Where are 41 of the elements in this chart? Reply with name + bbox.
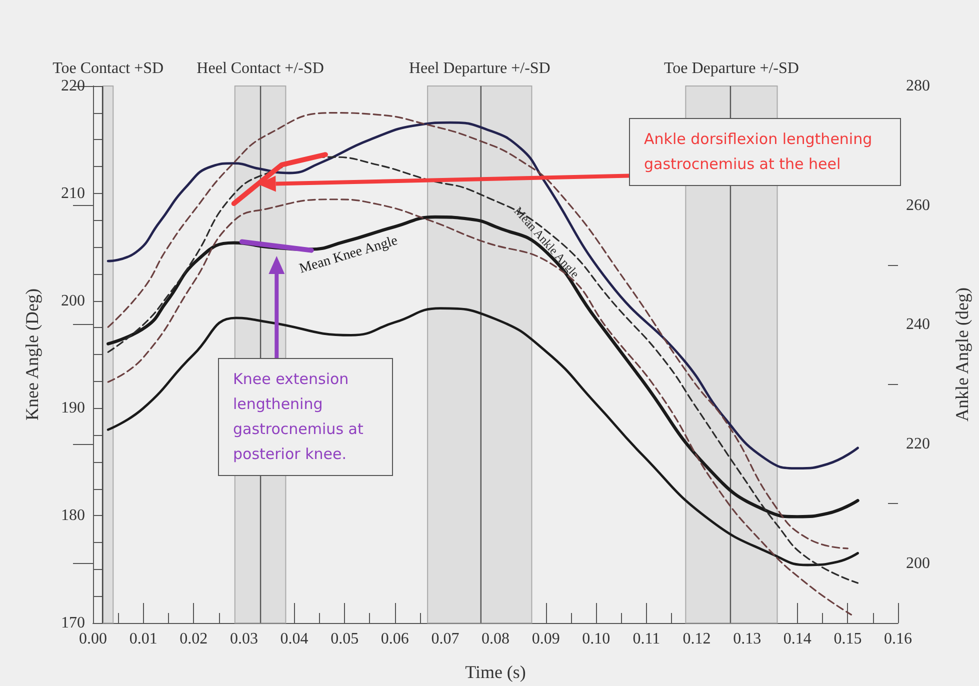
y-axis-title: Knee Angle (Deg) [22,288,42,420]
x-tick-label: 0.14 [783,630,812,648]
band-label: Heel Contact +/-SD [196,60,324,77]
y-tick-label: 210 [61,184,85,202]
band-label: Toe Contact +SD [52,60,164,77]
x-tick-label: 0.05 [330,630,359,648]
y2-tick-label: 220 [906,436,930,452]
y-tick-label: 190 [61,400,85,417]
x-tick-label: 0.09 [532,630,560,648]
x-tick-label: 0.13 [733,630,762,648]
line-series [107,156,859,584]
annotation: Knee extension lengthening gastrocnemius at posterior knee. [218,358,393,476]
x-tick-label: 0.02 [180,630,208,648]
y2-tick-label: 280 [906,78,930,94]
x-tick-label: 0.07 [431,630,460,648]
x-tick-label: 0.06 [380,630,409,648]
x-tick-label: 0.15 [834,630,862,648]
x-tick-label: 0.08 [482,630,510,648]
y2-tick-label: 240 [906,316,930,334]
y-tick-label: 170 [61,614,85,632]
x-tick-label: 0.01 [129,630,158,648]
y-tick-label: 180 [61,507,85,524]
x-tick-label: 0.10 [582,630,610,648]
x-axis-title: Time (s) [465,662,526,682]
y2-axis-title: Ankle Angle (deg) [952,288,972,422]
x-tick-label: 0.12 [682,630,711,648]
line-series [107,198,852,616]
band-label: Toe Departure +/-SD [664,60,799,77]
x-tick-label: 0.04 [280,630,308,648]
y-tick-label: 200 [61,292,85,310]
x-tick-label: 0.03 [230,630,258,648]
y2-tick-label: 200 [906,554,930,572]
text: Mean Knee Angle [298,233,400,277]
y2-tick-label: 260 [906,196,930,214]
band-label: Heel Departure +/-SD [408,60,550,77]
x-tick-label: 0.11 [632,630,660,648]
line-series [106,307,859,566]
x-tick-label: 0.00 [79,630,107,648]
x-tick-label: 0.16 [884,630,912,648]
y-tick-label: 220 [61,78,85,94]
annotation: Ankle dorsiflexion lengthening gastrocnemius at the heel [629,118,901,186]
